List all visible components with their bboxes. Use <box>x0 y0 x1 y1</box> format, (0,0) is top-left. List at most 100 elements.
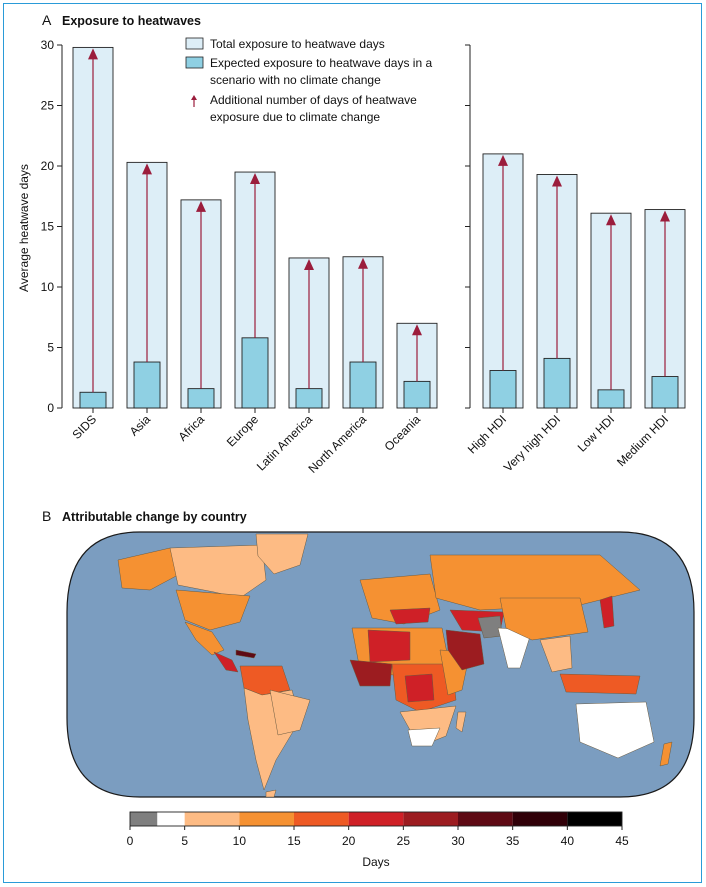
map-caribbean <box>235 649 257 659</box>
map-brazil-east <box>269 689 311 736</box>
y-tick-label-15: 15 <box>41 220 55 234</box>
arrow-head-north-america <box>358 257 368 269</box>
bar-expected-oceania <box>403 380 431 409</box>
x-tick-label-oceania: Oceania <box>382 412 424 454</box>
bar-expected-europe <box>241 337 269 409</box>
map-usa <box>175 589 251 631</box>
panel-a-letter: A <box>42 12 52 28</box>
legend-arrow-icon <box>191 95 197 107</box>
colorbar-tick-label-20: 20 <box>342 834 356 848</box>
x-tick-label-medium-hdi: Medium HDI <box>614 412 671 469</box>
map-central-america <box>213 651 239 673</box>
colorbar-bin-8 <box>512 812 568 826</box>
colorbar-tick-label-15: 15 <box>287 834 301 848</box>
panel-b-title: Attributable change by country <box>62 510 247 524</box>
map-greenland <box>255 533 309 575</box>
map-australia <box>575 701 655 759</box>
panel-a-title: Exposure to heatwaves <box>62 14 201 28</box>
arrow-head-high-hdi <box>498 154 508 166</box>
bar-expected-asia <box>133 361 161 409</box>
arrow-head-asia <box>142 163 152 175</box>
colorbar-bin-1 <box>157 812 185 826</box>
colorbar-bin-3 <box>239 812 294 826</box>
colorbar-label: Days <box>362 855 389 869</box>
world-map: B Attributable change by country <box>42 508 695 869</box>
colorbar: 0 5 10 15 20 25 30 35 40 45 <box>127 811 629 848</box>
map-central-africa-hot <box>404 673 435 703</box>
map-alaska <box>117 547 179 591</box>
x-tick-label-low-hdi: Low HDI <box>575 412 617 454</box>
x-tick-label-sids: SIDS <box>69 412 99 442</box>
colorbar-tick-label-40: 40 <box>561 834 575 848</box>
colorbar-outline <box>129 811 623 827</box>
x-tick-label-europe: Europe <box>224 412 261 449</box>
bar-expected-africa <box>187 388 215 409</box>
y-tick-label-25: 25 <box>41 99 55 113</box>
x-tick-label-very-high-hdi: Very high HDI <box>501 412 563 474</box>
legend: Total exposure to heatwave days Expected… <box>185 37 432 124</box>
y-tick-label-10: 10 <box>41 280 55 294</box>
x-tick-label-asia: Asia <box>127 412 154 439</box>
arrow-head-oceania <box>412 324 422 336</box>
bar-expected-sids <box>79 391 107 409</box>
arrow-head-low-hdi <box>606 214 616 226</box>
map-indonesia <box>559 673 641 695</box>
legend-expected-swatch <box>185 56 204 69</box>
map-southern-africa <box>399 705 457 745</box>
map-japan <box>599 595 615 629</box>
colorbar-bin-2 <box>184 812 240 826</box>
y-axis-label: Average heatwave days <box>17 164 31 292</box>
legend-expected-label-1: Expected exposure to heatwave days in a <box>210 56 432 70</box>
map-west-africa <box>349 659 393 687</box>
colorbar-bin-9 <box>567 812 622 826</box>
colorbar-tick-label-10: 10 <box>233 834 247 848</box>
map-southeast-asia <box>539 635 573 673</box>
map-china <box>499 597 589 641</box>
y-tick-label-5: 5 <box>47 341 54 355</box>
arrow-head-europe <box>250 173 260 185</box>
bar-expected-medium-hdi <box>651 376 679 409</box>
x-tick-label-africa: Africa <box>176 412 208 444</box>
colorbar-bin-4 <box>294 812 349 826</box>
legend-total-label: Total exposure to heatwave days <box>210 37 385 51</box>
legend-expected-label-2: scenario with no climate change <box>210 73 381 87</box>
legend-additional-label-2: exposure due to climate change <box>210 110 380 124</box>
legend-total-swatch <box>185 37 204 50</box>
map-new-zealand <box>659 741 673 767</box>
map-mediterranean <box>389 607 431 625</box>
heatwave-chart: A Exposure to heatwaves 0 5 10 15 20 25 30 SID… <box>17 12 686 476</box>
colorbar-bin-7 <box>458 812 513 826</box>
colorbar-tick-label-30: 30 <box>451 834 465 848</box>
bar-expected-very-high-hdi <box>543 357 571 409</box>
colorbar-tick-label-25: 25 <box>397 834 411 848</box>
arrow-head-latin-america <box>304 258 314 270</box>
colorbar-tick-label-5: 5 <box>181 834 188 848</box>
x-tick-label-high-hdi: High HDI <box>465 412 509 456</box>
map-arabia <box>445 629 485 671</box>
colorbar-bin-0 <box>130 812 158 826</box>
panel-b-letter: B <box>42 508 51 524</box>
arrow-head-medium-hdi <box>660 210 670 222</box>
bar-expected-north-america <box>349 361 377 409</box>
arrow-head-sids <box>88 48 98 60</box>
map-north-africa-hot <box>367 629 411 663</box>
legend-additional-label-1: Additional number of days of heatwave <box>210 93 417 107</box>
bar-expected-latin-america <box>295 388 323 409</box>
colorbar-bin-6 <box>403 812 458 826</box>
bar-expected-low-hdi <box>597 389 625 409</box>
map-madagascar <box>455 711 467 733</box>
figure-border <box>3 3 702 883</box>
map-mexico <box>184 621 225 656</box>
arrow-head-very-high-hdi <box>552 175 562 187</box>
y-tick-label-0: 0 <box>47 401 54 415</box>
colorbar-tick-label-35: 35 <box>506 834 520 848</box>
arrow-head-africa <box>196 200 206 212</box>
colorbar-tick-label-45: 45 <box>615 834 629 848</box>
colorbar-tick-label-0: 0 <box>127 834 134 848</box>
y-tick-label-20: 20 <box>41 159 55 173</box>
map-antarctic-islands <box>265 789 277 797</box>
y-tick-label-30: 30 <box>41 38 55 52</box>
map-south-africa <box>407 727 441 747</box>
colorbar-bin-5 <box>348 812 404 826</box>
